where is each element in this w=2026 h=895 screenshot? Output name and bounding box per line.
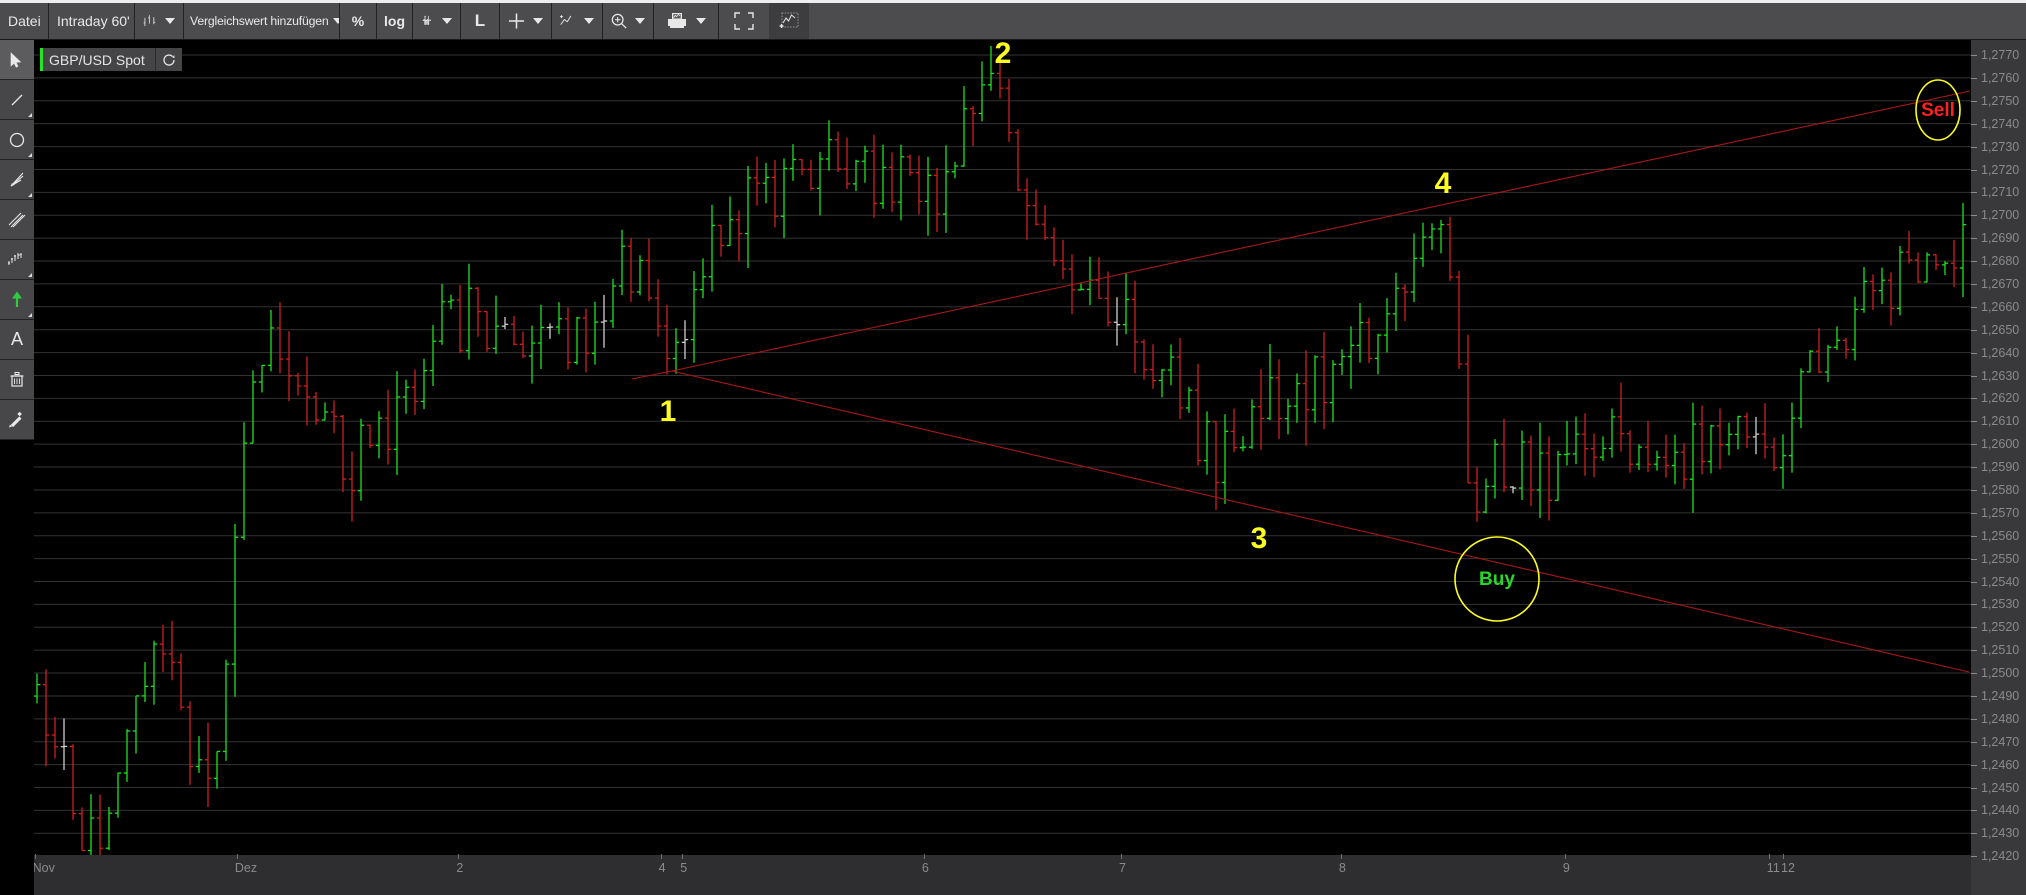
svg-text:1: 1 [660, 395, 677, 428]
svg-text:2: 2 [995, 40, 1012, 70]
svg-text:Sell: Sell [1921, 100, 1955, 121]
svg-text:4: 4 [1435, 167, 1452, 200]
svg-text:Buy: Buy [1479, 569, 1515, 590]
svg-text:3: 3 [1251, 522, 1268, 555]
